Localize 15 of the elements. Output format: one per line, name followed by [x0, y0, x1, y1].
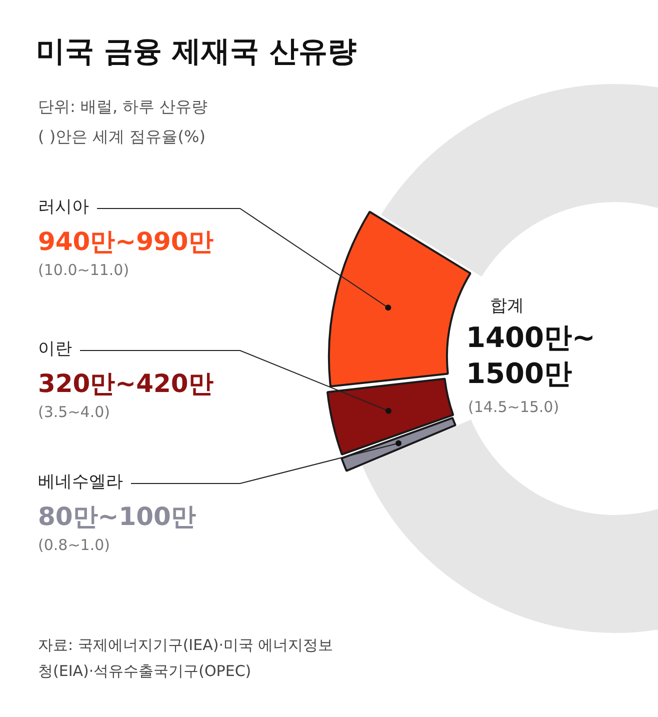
text: 단위: 배럴, 하루 산유량 ( )안은 세계 점유율(%) [38, 96, 208, 148]
text: (10.0~11.0) [38, 261, 130, 279]
text: 합계 [490, 295, 524, 317]
slice-label: 이란 [38, 338, 72, 360]
text: 940만~990만 [38, 226, 214, 258]
text: (14.5~15.0) [468, 398, 560, 416]
text: (0.8~1.0) [38, 536, 110, 554]
text: 1400만~1500만 [466, 320, 596, 392]
text: (3.5~4.0) [38, 403, 110, 421]
text: 자료: 국제에너지기구(IEA)·미국 에너지정보청(EIA)·석유수출국기구(OPEC) [38, 635, 334, 682]
slice-label: 베네수엘라 [38, 471, 123, 493]
text: 80만~100만 [38, 501, 196, 533]
chart-title: 미국 금융 제재국 산유량 [36, 33, 356, 70]
text: 320만~420만 [38, 368, 214, 400]
slice-label: 러시아 [38, 196, 89, 218]
